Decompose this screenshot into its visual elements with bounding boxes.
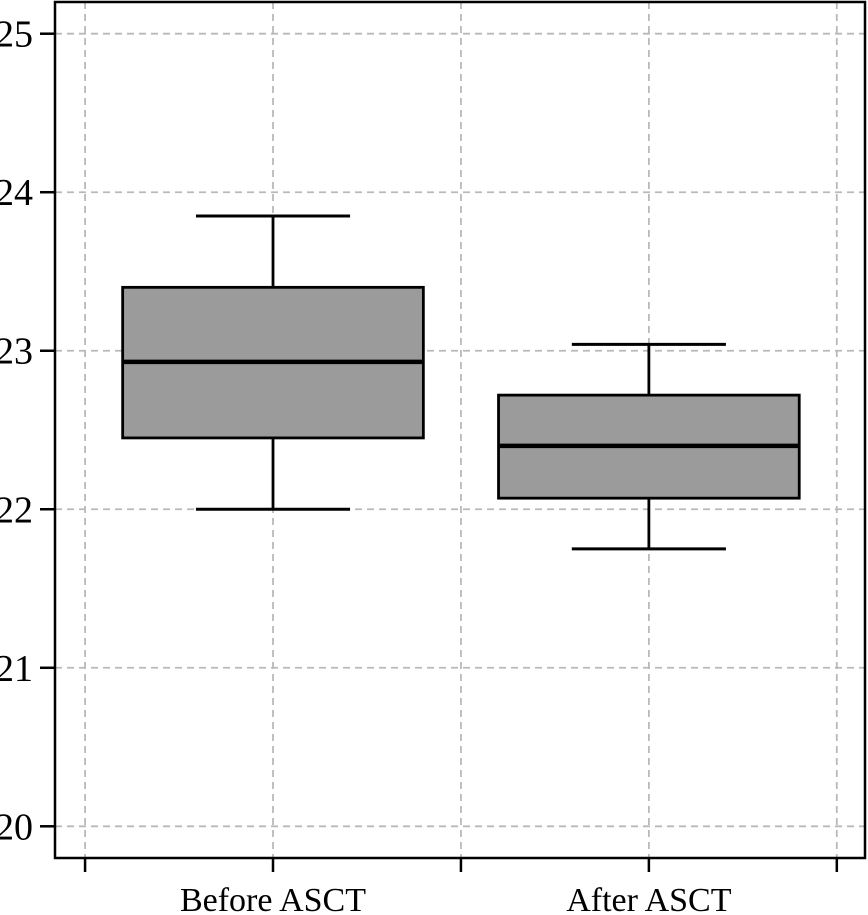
y-tick-label: 20 — [0, 806, 33, 848]
x-category-label: Before ASCT — [180, 882, 366, 915]
y-tick-label: 25 — [0, 14, 33, 56]
y-tick-label: 24 — [0, 172, 33, 214]
x-category-label: After ASCT — [566, 882, 732, 915]
y-tick-label: 21 — [0, 648, 33, 690]
y-tick-label: 23 — [0, 331, 33, 373]
y-tick-label: 22 — [0, 489, 33, 531]
